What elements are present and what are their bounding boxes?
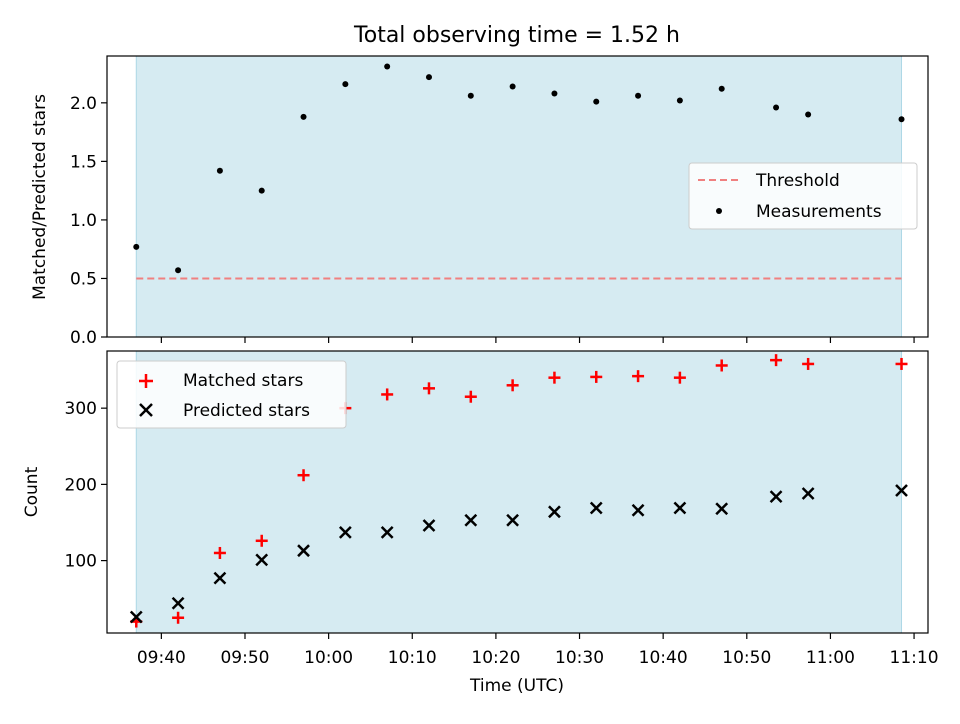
measurement-point bbox=[300, 113, 307, 120]
x-tick-label: 11:10 bbox=[890, 648, 939, 668]
legend-threshold-label: Threshold bbox=[755, 171, 840, 191]
measurement-point bbox=[425, 74, 432, 81]
matched-star-point bbox=[548, 371, 561, 384]
predicted-star-point bbox=[548, 505, 561, 519]
bottom-legend-box bbox=[116, 360, 347, 429]
y-tick-label: 100 bbox=[65, 552, 97, 572]
measurement-point bbox=[467, 92, 474, 99]
x-tick-label: 09:50 bbox=[220, 648, 269, 668]
matched-star-point bbox=[297, 469, 310, 482]
measurement-point bbox=[258, 187, 265, 194]
top-chart: 0.00.51.01.52.0 Matched/Predicted stars … bbox=[30, 55, 929, 348]
predicted-star-point bbox=[297, 544, 310, 558]
x-tick-label: 10:40 bbox=[639, 648, 688, 668]
matched-star-point bbox=[632, 370, 645, 383]
matched-star-point bbox=[172, 611, 185, 624]
predicted-star-point bbox=[506, 513, 520, 527]
matched-star-point bbox=[715, 359, 728, 372]
y-tick-label: 300 bbox=[65, 399, 97, 419]
x-tick-label: 10:30 bbox=[555, 648, 604, 668]
matched-star-point bbox=[590, 370, 603, 383]
top-y-axis-label: Matched/Predicted stars bbox=[30, 94, 50, 300]
top-legend: Threshold Measurements bbox=[688, 162, 918, 230]
predicted-star-point bbox=[129, 610, 143, 624]
plot-frame bbox=[106, 350, 929, 634]
legend-measurements-label: Measurements bbox=[756, 202, 882, 222]
predicted-star-point bbox=[464, 513, 478, 527]
predicted-star-point bbox=[422, 519, 436, 532]
bottom-chart: 100 200 300 09:40 09:50 10:00 10:10 10:20 10:30 1… bbox=[22, 350, 939, 668]
plot-frame bbox=[106, 55, 929, 338]
measurement-point bbox=[175, 267, 182, 274]
measurement-point bbox=[593, 98, 600, 105]
y-tick-label: 1.0 bbox=[70, 211, 97, 231]
bottom-legend: Matched stars Predicted stars bbox=[116, 360, 347, 429]
measurement-point bbox=[551, 90, 558, 97]
top-legend-box bbox=[688, 162, 918, 230]
legend-predicted-swatch bbox=[139, 403, 153, 417]
bottom-y-axis-label: Count bbox=[22, 466, 42, 517]
matched-star-point bbox=[895, 357, 908, 370]
predicted-star-point bbox=[801, 487, 815, 500]
predicted-star-point bbox=[895, 484, 908, 497]
predicted-star-point bbox=[673, 501, 687, 515]
measurement-point bbox=[898, 116, 905, 123]
y-tick-label: 0.0 bbox=[70, 328, 97, 348]
y-tick-label: 1.5 bbox=[70, 152, 97, 172]
measurement-point bbox=[216, 167, 223, 174]
matched-star-point bbox=[673, 371, 686, 384]
predicted-star-point bbox=[338, 526, 352, 539]
y-tick-label: 2.0 bbox=[70, 94, 97, 114]
x-tick-label: 10:10 bbox=[388, 648, 437, 668]
predicted-star-point bbox=[380, 526, 394, 539]
predicted-star-point bbox=[171, 596, 185, 610]
predicted-star-point bbox=[213, 571, 227, 585]
predicted-star-point bbox=[255, 553, 269, 567]
x-tick-label: 10:20 bbox=[471, 648, 520, 668]
legend-matched-swatch bbox=[139, 374, 153, 388]
y-tick-label: 0.5 bbox=[70, 269, 97, 289]
x-tick-label: 09:40 bbox=[137, 648, 186, 668]
measurement-point bbox=[718, 85, 725, 92]
matched-star-point bbox=[506, 379, 519, 392]
x-tick-label: 10:50 bbox=[722, 648, 771, 668]
measurement-point bbox=[773, 104, 780, 111]
measurement-point bbox=[384, 63, 391, 70]
matched-star-point bbox=[802, 357, 815, 370]
x-tick-label: 11:00 bbox=[806, 648, 855, 668]
matched-star-point bbox=[213, 546, 226, 559]
legend-measurements-swatch bbox=[716, 208, 722, 214]
matched-star-point bbox=[381, 388, 394, 401]
matched-star-point bbox=[464, 390, 477, 403]
x-axis-label: Time (UTC) bbox=[469, 676, 564, 696]
legend-predicted-label: Predicted stars bbox=[183, 401, 310, 421]
measurement-point bbox=[676, 97, 683, 104]
measurement-point bbox=[342, 81, 349, 88]
figure-title: Total observing time = 1.52 h bbox=[353, 23, 680, 48]
measurement-point bbox=[509, 83, 516, 90]
predicted-star-point bbox=[589, 501, 603, 515]
predicted-star-point bbox=[769, 490, 783, 503]
measurement-point bbox=[635, 92, 642, 99]
measurement-point bbox=[133, 243, 140, 250]
y-tick-label: 200 bbox=[65, 475, 97, 495]
predicted-star-point bbox=[631, 503, 645, 517]
matched-star-point bbox=[770, 354, 783, 367]
matched-star-point bbox=[255, 534, 268, 547]
legend-matched-label: Matched stars bbox=[183, 371, 303, 391]
measurement-point bbox=[805, 111, 812, 118]
matched-star-point bbox=[422, 382, 435, 395]
x-tick-label: 10:00 bbox=[304, 648, 353, 668]
predicted-star-point bbox=[715, 502, 729, 516]
